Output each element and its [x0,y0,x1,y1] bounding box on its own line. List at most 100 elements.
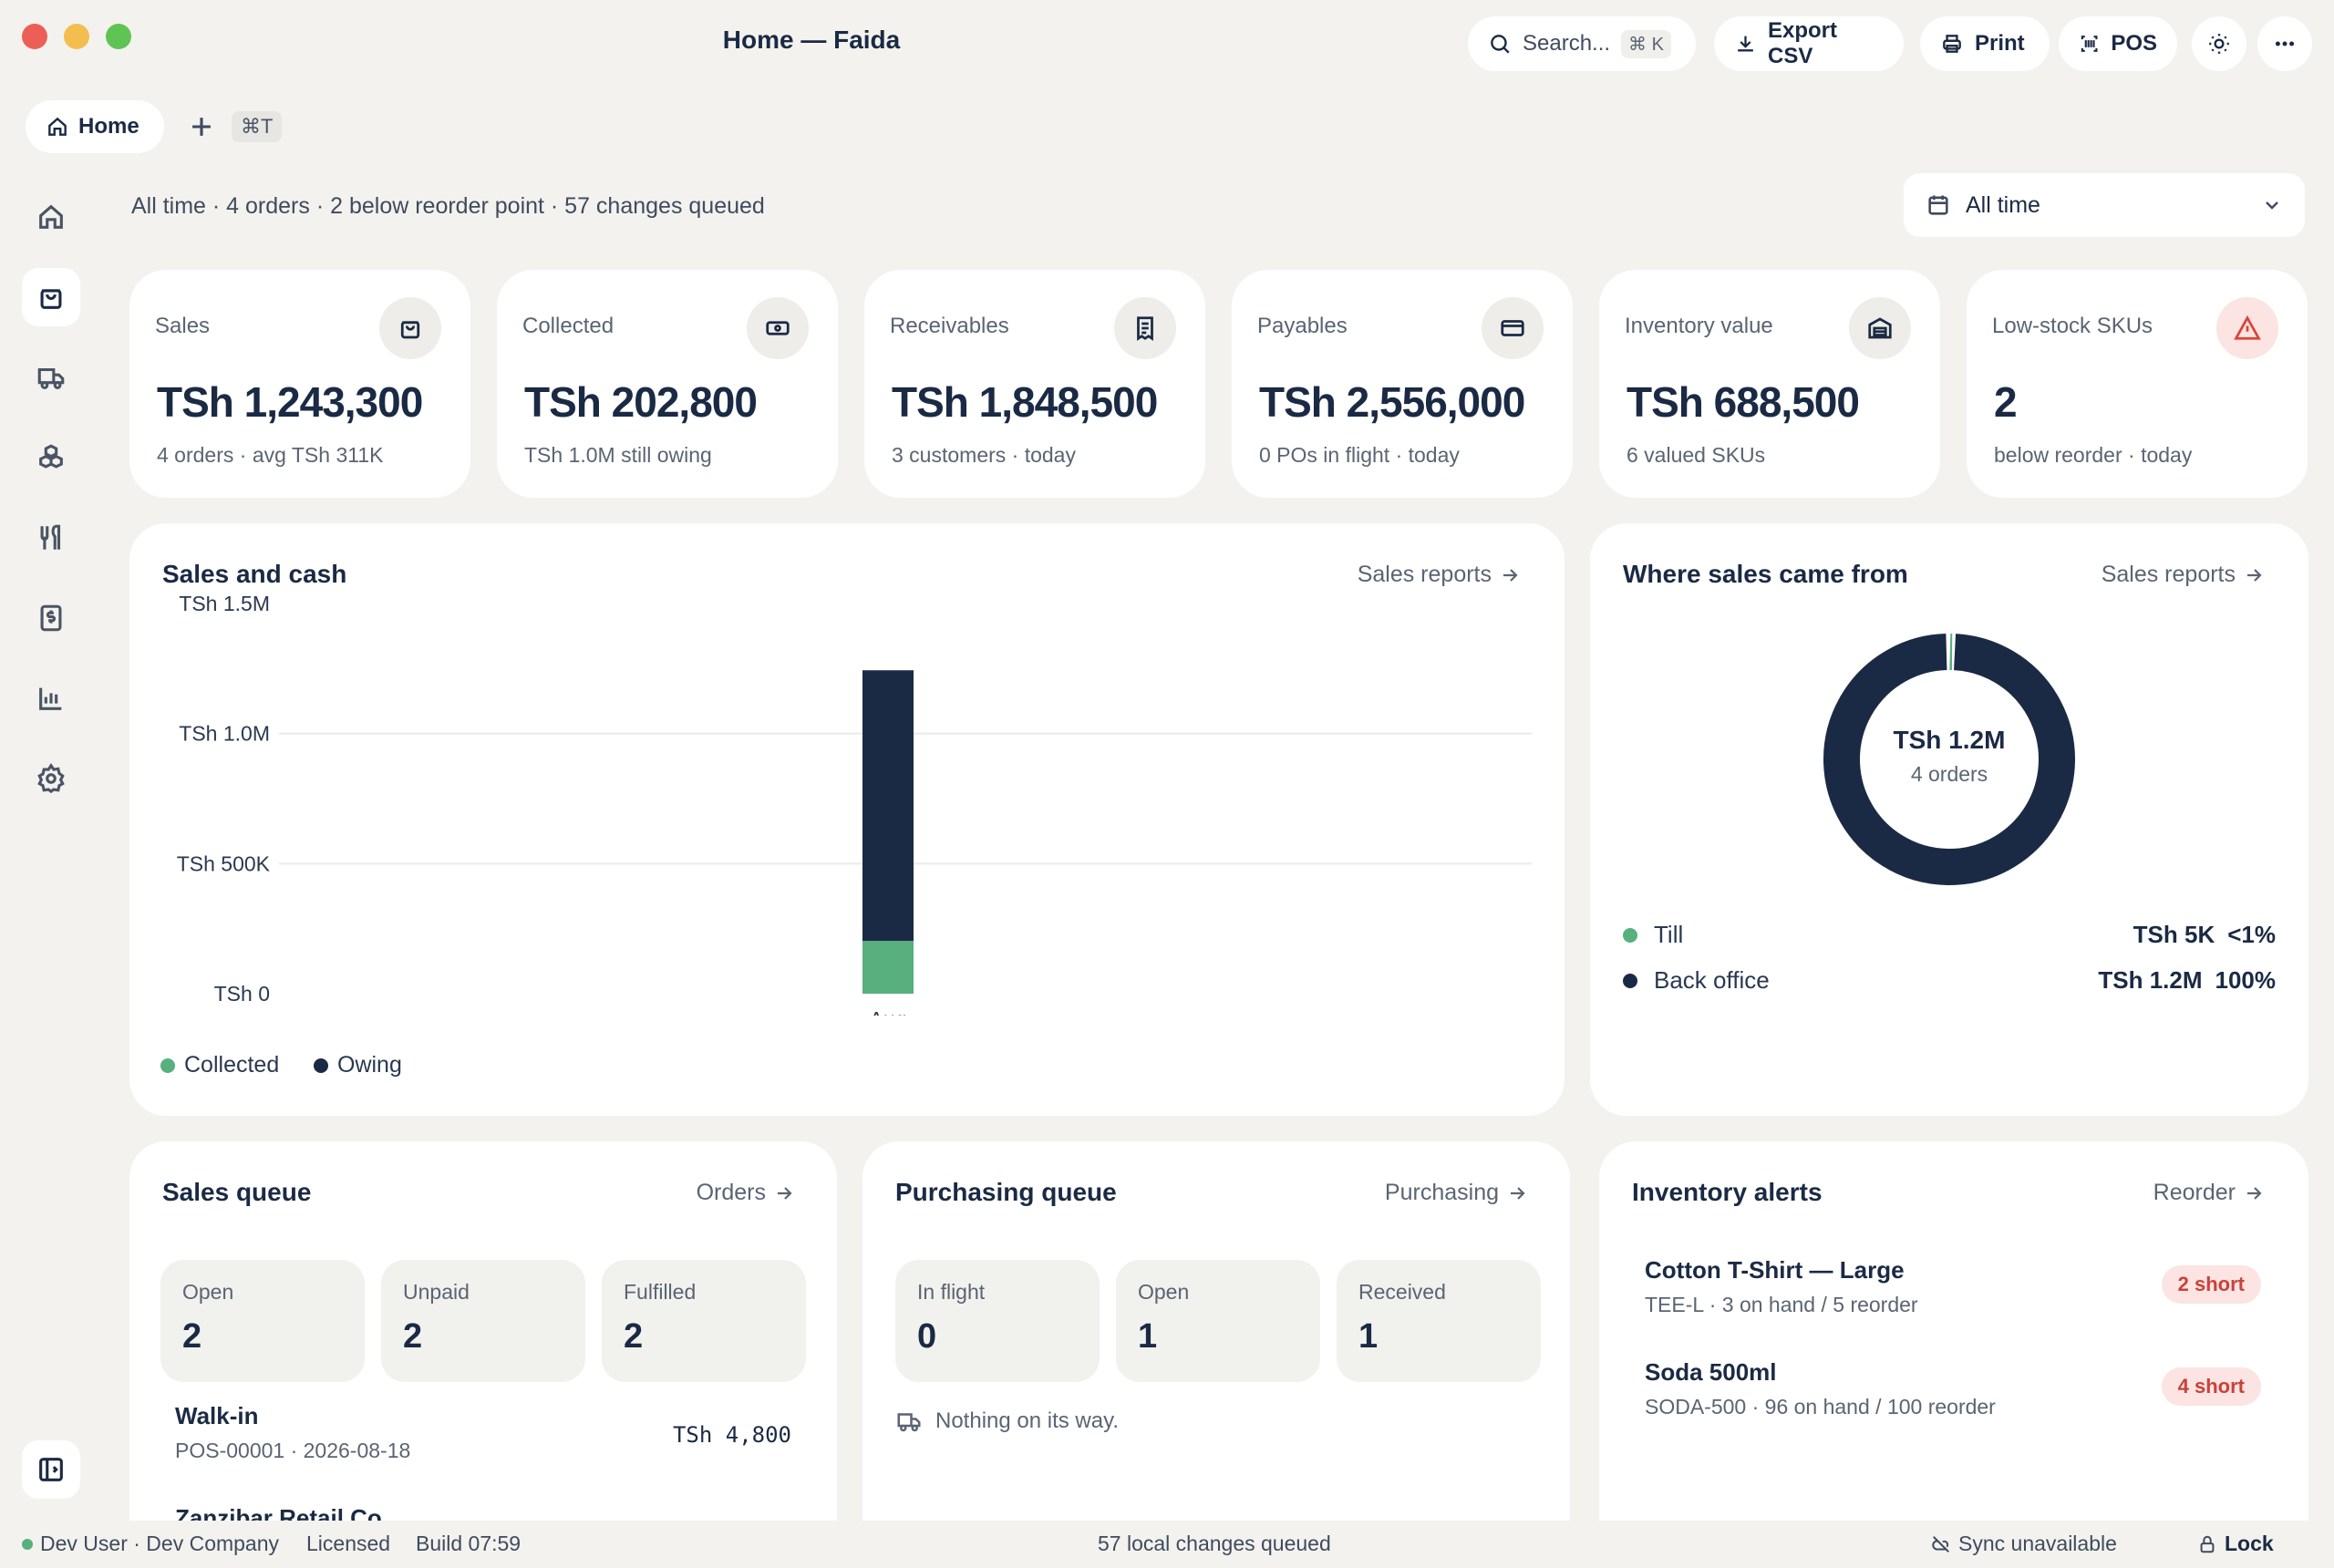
print-button[interactable]: Print [1920,16,2050,71]
sidebar-item-home[interactable] [22,188,80,246]
purchasing-link[interactable]: Purchasing [1385,1180,1528,1206]
theme-toggle-button[interactable] [2192,16,2246,71]
credit-card-icon [1501,320,1524,336]
order-amount: TSh 4,800 [672,1422,791,1448]
alert-item-detail: SODA-500 · 96 on hand / 100 reorder [1645,1395,1996,1418]
lock-button[interactable]: Lock [2197,1532,2274,1556]
kpi-card-collected[interactable]: Collected TSh 202,800 TSh 1.0M still owi… [497,270,838,498]
bar-chart-icon [39,687,62,710]
legend-swatch [160,1057,175,1073]
kpi-value: TSh 2,556,000 [1259,378,1525,426]
kpi-card-payables[interactable]: Payables TSh 2,556,000 0 POs in flight ·… [1232,270,1573,498]
donut-slice-back-office[interactable] [1823,634,2075,885]
export-csv-button[interactable]: Export CSV [1714,16,1904,71]
link-label: Orders [696,1180,766,1205]
stat-in-flight[interactable]: In flight 0 [895,1260,1100,1382]
sidebar-item-sales[interactable] [22,268,80,326]
print-label: Print [1975,31,2025,56]
calendar-icon [1928,195,1948,215]
close-window-button[interactable] [22,24,47,49]
kpi-card-sales[interactable]: Sales TSh 1,243,300 4 orders · avg TSh 3… [129,270,470,498]
sales-reports-link[interactable]: Sales reports [2102,562,2265,588]
warehouse-icon [1868,317,1892,339]
export-csv-label: Export CSV [1768,18,1838,68]
arrow-right-icon [778,1186,792,1200]
home-icon [48,117,67,136]
stat-open[interactable]: Open 1 [1116,1260,1320,1382]
stat-label: In flight [917,1280,986,1304]
source-name: Till [1654,921,1684,948]
sales-reports-link[interactable]: Sales reports [1358,562,1521,588]
window-title: Home — Faida [722,26,901,54]
printer-icon [1943,35,1961,53]
purchasing-queue-panel: Purchasing queue Purchasing In flight 0 … [862,1141,1570,1521]
more-menu-button[interactable] [2257,16,2312,71]
kpi-icon-wrap [1114,297,1176,359]
period-select[interactable]: All time [1904,173,2305,237]
kpi-card-receivables[interactable]: Receivables TSh 1,848,500 3 customers · … [864,270,1205,498]
truck-icon [897,1413,921,1432]
kpi-subtext: below reorder · today [1994,443,2193,467]
sync-status[interactable]: Sync unavailable [1931,1532,2117,1556]
kpi-icon-wrap [1482,297,1544,359]
source-percent: <1% [2227,921,2276,948]
short-badge: 4 short [2161,1367,2261,1406]
kpi-subtext: 3 customers · today [892,443,1076,467]
online-indicator [22,1538,33,1550]
link-label: Reorder [2153,1180,2236,1205]
stat-label: Received [1358,1280,1446,1304]
more-horizontal-icon [2275,41,2295,46]
stat-unpaid[interactable]: Unpaid 2 [381,1260,585,1382]
new-tab-button[interactable] [186,111,217,142]
sidebar-item-finance[interactable] [22,589,80,647]
sidebar-item-inventory[interactable] [22,428,80,487]
arrow-right-icon [2247,568,2262,582]
status-build: Build 07:59 [416,1532,522,1555]
link-label: Sales reports [1357,562,1492,587]
stat-open[interactable]: Open 2 [160,1260,365,1382]
kpi-label: Receivables [890,314,1009,338]
kpi-card-inventory-value[interactable]: Inventory value TSh 688,500 6 valued SKU… [1599,270,1940,498]
stat-fulfilled[interactable]: Fulfilled 2 [602,1260,806,1382]
legend-label: Owing [337,1052,402,1078]
status-license: Licensed [306,1532,391,1555]
y-tick-label: TSh 1.5M [179,596,270,615]
status-user-text: Dev User · Dev Company [40,1532,280,1555]
kpi-value: TSh 202,800 [524,378,758,426]
cloud-off-icon [1932,1535,1949,1553]
orders-link[interactable]: Orders [697,1180,795,1206]
stat-value: 2 [182,1317,202,1356]
kpi-icon-wrap [2216,297,2278,359]
stat-label: Open [1138,1280,1190,1304]
reorder-link[interactable]: Reorder [2153,1180,2265,1206]
kpi-icon-wrap [379,297,441,359]
source-row-back-office: Back office TSh 1.2M 100% [1623,966,2276,995]
short-badge: 2 short [2161,1265,2261,1304]
bar-owing[interactable] [862,670,914,942]
stat-received[interactable]: Received 1 [1337,1260,1541,1382]
pos-button[interactable]: POS [2059,16,2177,71]
minimize-window-button[interactable] [64,24,89,49]
receipt-icon [1137,316,1153,341]
arrow-right-icon [1511,1186,1525,1200]
sidebar-item-reports[interactable] [22,669,80,727]
kpi-card-low-stock[interactable]: Low-stock SKUs 2 below reorder · today [1967,270,2308,498]
sidebar-item-restaurant[interactable] [22,509,80,567]
tab-home[interactable]: Home [26,100,164,153]
kpi-subtext: TSh 1.0M still owing [524,443,712,467]
bar-collected[interactable] [862,941,914,994]
sidebar-collapse-button[interactable] [22,1440,80,1499]
legend-label: Collected [184,1052,280,1078]
sun-icon [2209,34,2229,54]
lock-label: Lock [2225,1532,2274,1555]
zoom-window-button[interactable] [106,24,131,49]
dashboard-summary: All time · 4 orders · 2 below reorder po… [131,193,765,219]
sidebar-item-purchasing[interactable] [22,348,80,407]
search-shortcut: ⌘ K [1621,29,1671,58]
search-button[interactable]: Search... ⌘ K [1468,16,1696,71]
home-icon [39,204,63,229]
kpi-value: 2 [1994,378,2018,426]
search-icon [1491,35,1510,54]
sidebar-item-settings[interactable] [22,749,80,808]
new-tab-shortcut: ⌘T [232,111,283,142]
